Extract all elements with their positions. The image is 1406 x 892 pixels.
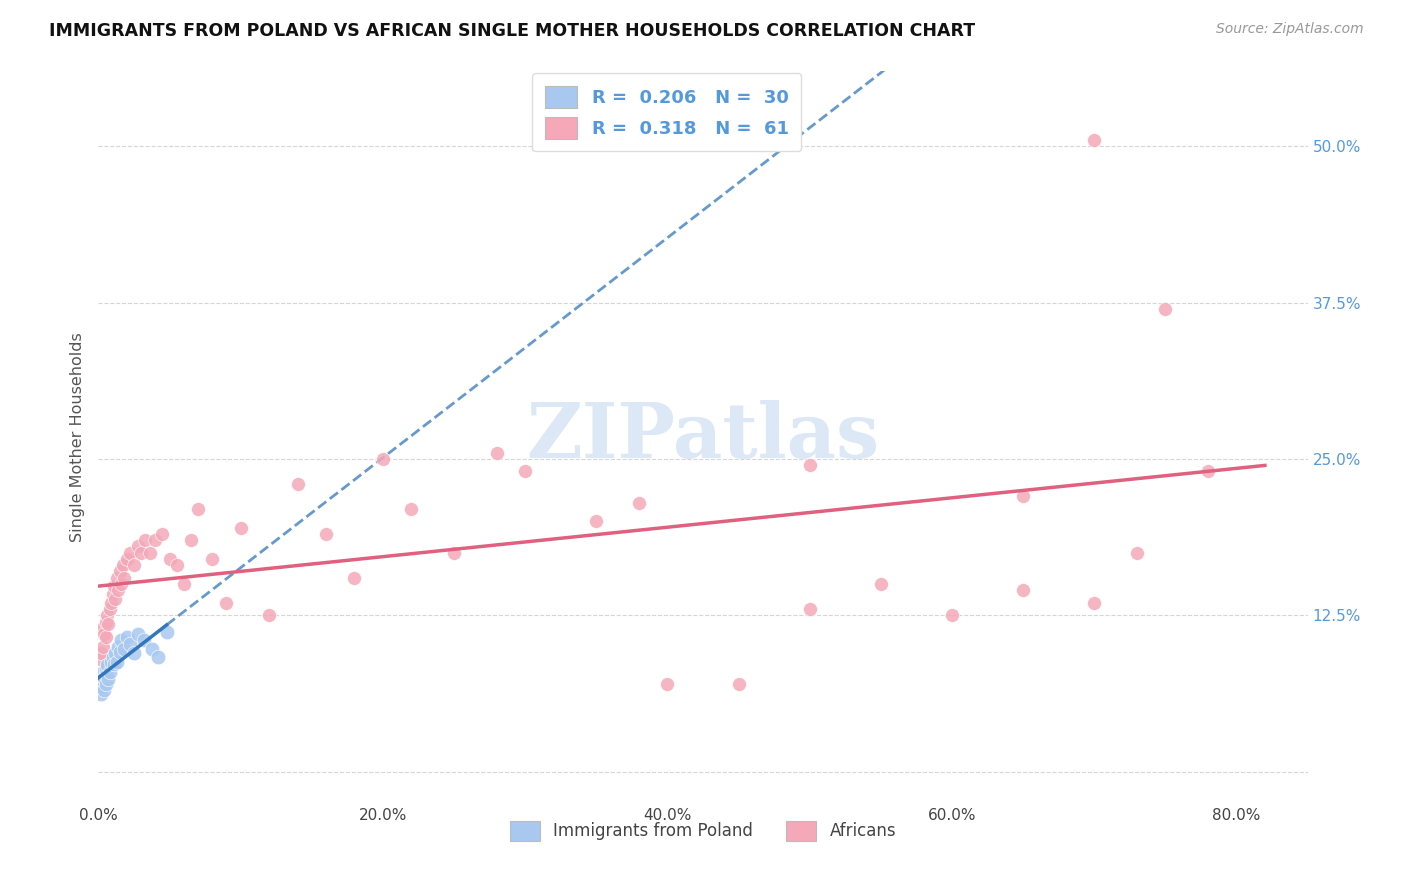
Point	[401, 502, 423, 516]
Point	[105, 655, 128, 669]
Point	[141, 642, 163, 657]
Point	[657, 677, 679, 691]
Point	[100, 596, 122, 610]
Point	[515, 465, 537, 479]
Point	[90, 687, 112, 701]
Point	[156, 624, 179, 639]
Point	[799, 602, 821, 616]
Point	[132, 633, 155, 648]
Point	[1126, 546, 1149, 560]
Point	[1197, 465, 1219, 479]
Point	[166, 558, 188, 573]
Y-axis label: Single Mother Households: Single Mother Households	[69, 332, 84, 542]
Point	[485, 446, 508, 460]
Point	[107, 640, 129, 654]
Point	[94, 630, 117, 644]
Point	[108, 644, 131, 658]
Point	[152, 527, 174, 541]
Point	[101, 587, 124, 601]
Point	[215, 596, 238, 610]
Point	[443, 546, 465, 560]
Point	[159, 552, 181, 566]
Point	[90, 674, 112, 689]
Point	[101, 649, 124, 664]
Point	[94, 615, 117, 629]
Point	[180, 533, 202, 548]
Point	[1083, 133, 1105, 147]
Point	[727, 677, 749, 691]
Point	[94, 677, 117, 691]
Point	[103, 657, 125, 671]
Point	[111, 558, 134, 573]
Point	[112, 571, 135, 585]
Point	[129, 546, 152, 560]
Point	[110, 577, 132, 591]
Point	[1154, 301, 1177, 316]
Point	[799, 458, 821, 473]
Point	[103, 580, 125, 594]
Point	[941, 608, 963, 623]
Point	[91, 680, 114, 694]
Point	[146, 649, 169, 664]
Point	[104, 592, 127, 607]
Point	[118, 546, 141, 560]
Point	[371, 452, 394, 467]
Point	[97, 672, 120, 686]
Point	[93, 671, 115, 685]
Point	[1012, 490, 1035, 504]
Text: ZIPatlas: ZIPatlas	[526, 401, 880, 474]
Point	[287, 477, 309, 491]
Point	[122, 558, 145, 573]
Point	[127, 540, 149, 554]
Point	[93, 627, 115, 641]
Point	[98, 665, 121, 679]
Point	[100, 655, 122, 669]
Point	[229, 521, 252, 535]
Point	[96, 667, 118, 681]
Point	[93, 683, 115, 698]
Point	[97, 617, 120, 632]
Point	[107, 583, 129, 598]
Point	[118, 637, 141, 651]
Point	[110, 633, 132, 648]
Point	[122, 646, 145, 660]
Point	[104, 646, 127, 660]
Point	[1012, 583, 1035, 598]
Point	[138, 546, 160, 560]
Point	[127, 627, 149, 641]
Point	[585, 515, 607, 529]
Point	[91, 665, 114, 679]
Point	[187, 502, 209, 516]
Point	[134, 533, 156, 548]
Legend: Immigrants from Poland, Africans: Immigrants from Poland, Africans	[502, 813, 904, 849]
Point	[627, 496, 650, 510]
Point	[257, 608, 280, 623]
Point	[173, 577, 195, 591]
Point	[105, 571, 128, 585]
Point	[201, 552, 224, 566]
Point	[91, 640, 114, 654]
Point	[108, 565, 131, 579]
Point	[315, 527, 337, 541]
Point	[115, 552, 138, 566]
Text: Source: ZipAtlas.com: Source: ZipAtlas.com	[1216, 22, 1364, 37]
Point	[89, 680, 111, 694]
Text: IMMIGRANTS FROM POLAND VS AFRICAN SINGLE MOTHER HOUSEHOLDS CORRELATION CHART: IMMIGRANTS FROM POLAND VS AFRICAN SINGLE…	[49, 22, 976, 40]
Point	[343, 571, 366, 585]
Point	[89, 652, 111, 666]
Point	[115, 630, 138, 644]
Point	[98, 602, 121, 616]
Point	[90, 646, 112, 660]
Point	[91, 621, 114, 635]
Point	[96, 608, 118, 623]
Point	[869, 577, 891, 591]
Point	[94, 662, 117, 676]
Point	[143, 533, 166, 548]
Point	[112, 642, 135, 657]
Point	[1083, 596, 1105, 610]
Point	[96, 658, 118, 673]
